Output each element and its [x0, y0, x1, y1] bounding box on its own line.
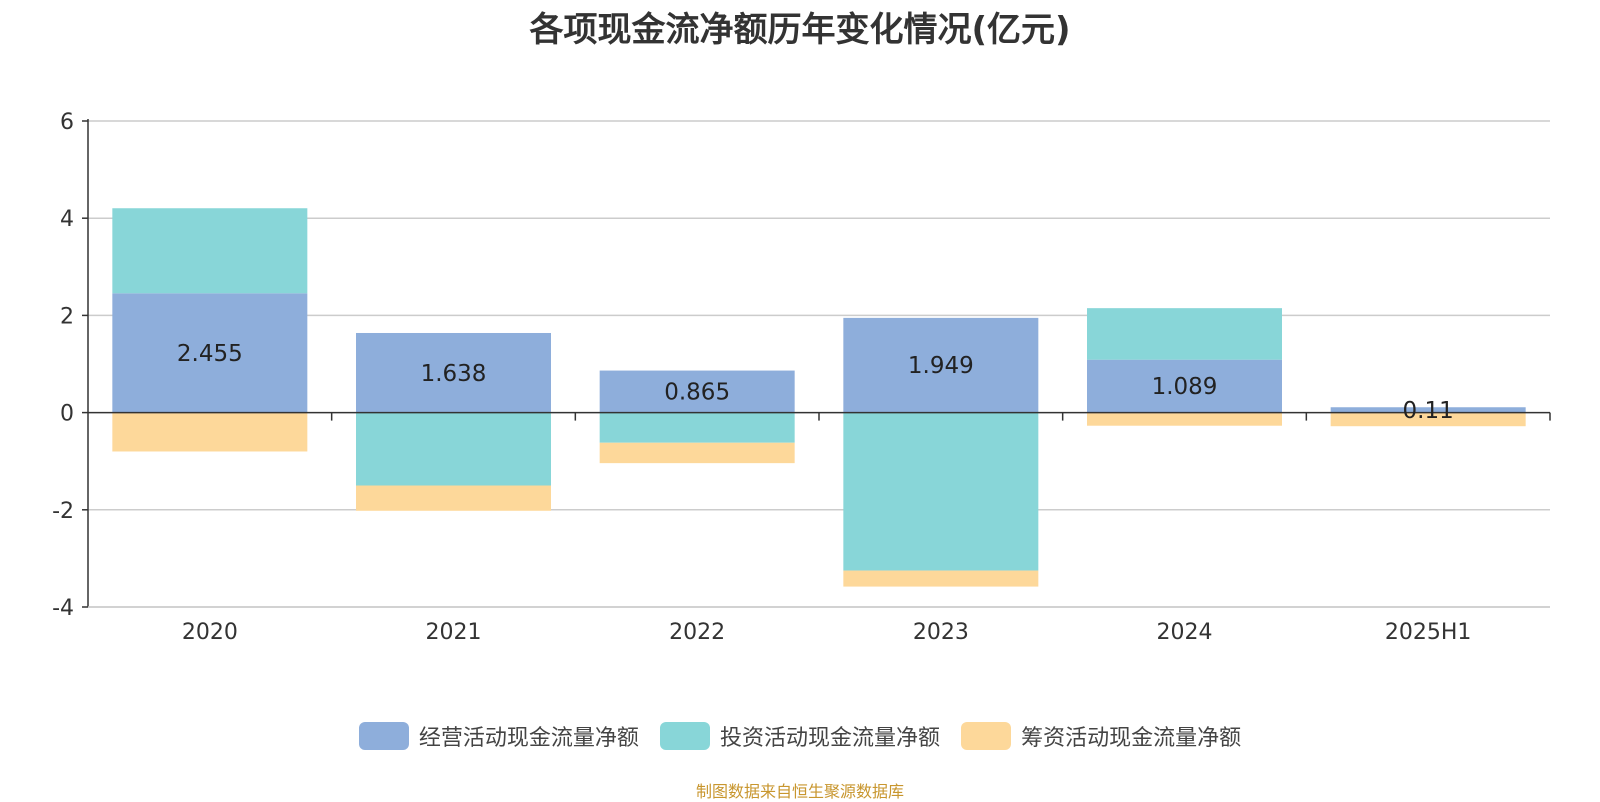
- source-note: 制图数据来自恒生聚源数据库: [695, 782, 904, 801]
- x-tick-label: 2023: [913, 620, 969, 645]
- bar-investing-2020[interactable]: [112, 208, 308, 294]
- bar-operating-2021[interactable]: [356, 332, 551, 413]
- chart-title: 各项现金流净额历年变化情况(亿元): [529, 10, 1071, 50]
- x-tick-label: 2021: [426, 620, 482, 645]
- y-tick-label: 0: [60, 402, 74, 427]
- data-label: 1.949: [908, 353, 974, 379]
- legend-item-financing[interactable]: 筹资活动现金流量净额: [961, 720, 1241, 752]
- bar-operating-2024[interactable]: [1087, 359, 1282, 413]
- data-label: 1.089: [1152, 374, 1218, 400]
- x-tick-label: 2024: [1157, 620, 1213, 645]
- data-label: 0.865: [664, 380, 730, 406]
- legend-swatch-investing: [659, 722, 710, 750]
- y-tick-label: -4: [52, 596, 74, 621]
- y-tick-label: -2: [52, 499, 74, 524]
- data-label: 0.11: [1403, 398, 1454, 424]
- bar-operating-2023[interactable]: [843, 317, 1039, 413]
- legend-swatch-financing: [961, 722, 1012, 750]
- legend-swatch-operating: [358, 722, 409, 750]
- data-label: 1.638: [421, 361, 487, 387]
- x-tick-label: 2020: [182, 620, 238, 645]
- bar-financing-2024[interactable]: [1087, 412, 1282, 426]
- y-tick-label: 4: [60, 207, 74, 232]
- bar-financing-2020[interactable]: [112, 412, 308, 452]
- bar-investing-2024[interactable]: [1087, 308, 1282, 360]
- legend-label-financing: 筹资活动现金流量净额: [1021, 726, 1242, 751]
- data-label: 2.455: [177, 341, 243, 367]
- bar-financing-2022[interactable]: [599, 442, 795, 464]
- bar-investing-2023[interactable]: [843, 412, 1039, 571]
- bar-investing-2021[interactable]: [356, 412, 551, 486]
- bar-operating-2020[interactable]: [112, 293, 308, 413]
- x-tick-label: 2022: [669, 620, 725, 645]
- bar-financing-2025H1[interactable]: [1330, 412, 1526, 427]
- y-tick-label: 2: [60, 304, 74, 329]
- bar-financing-2021[interactable]: [356, 485, 551, 511]
- bar-financing-2023[interactable]: [843, 570, 1039, 587]
- legend-item-investing[interactable]: 投资活动现金流量净额: [659, 720, 940, 752]
- bar-investing-2022[interactable]: [599, 412, 795, 443]
- x-tick-label: 2025H1: [1385, 620, 1472, 645]
- legend-label-investing: 投资活动现金流量净额: [719, 726, 940, 751]
- y-tick-label: 6: [60, 110, 74, 135]
- bar-operating-2022[interactable]: [599, 370, 795, 413]
- legend-label-operating: 经营活动现金流量净额: [418, 726, 639, 751]
- bar-operating-2025H1[interactable]: [1330, 407, 1526, 413]
- legend-item-operating[interactable]: 经营活动现金流量净额: [358, 720, 639, 752]
- legend: 经营活动现金流量净额 投资活动现金流量净额 筹资活动现金流量净额: [0, 720, 1600, 754]
